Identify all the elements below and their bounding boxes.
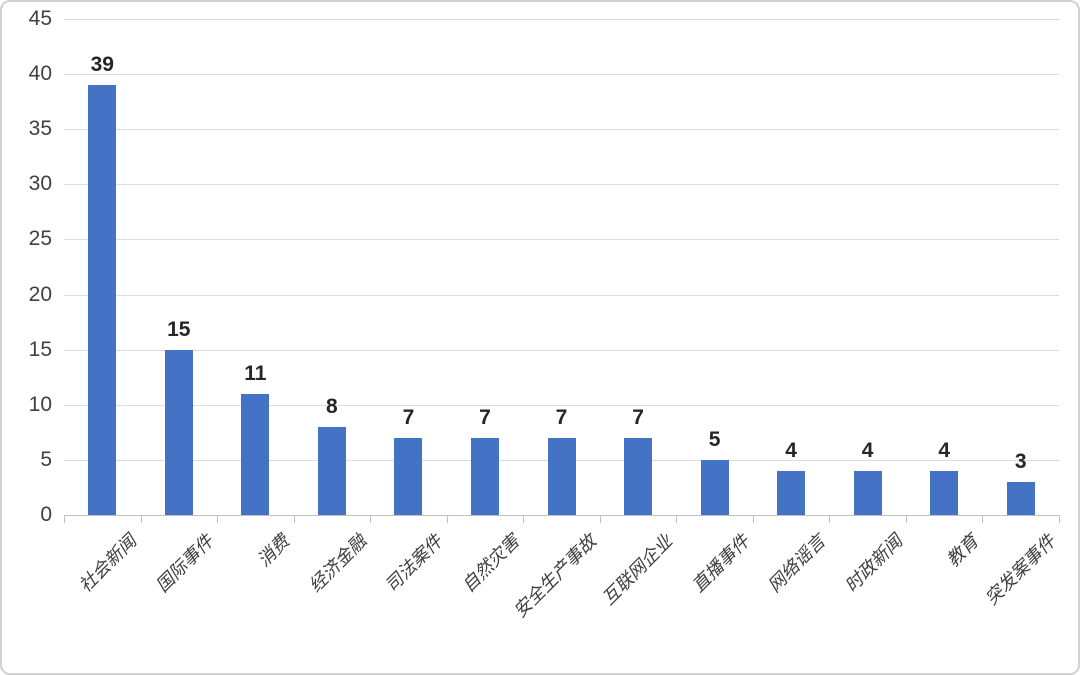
x-axis-tick (217, 515, 219, 523)
x-axis-tick (293, 515, 295, 523)
bar (853, 470, 882, 515)
bar-value-label: 5 (708, 427, 721, 451)
x-axis-category-label: 消费 (253, 531, 295, 572)
x-axis-category-label: 自然灾害 (458, 531, 524, 597)
bar (317, 426, 346, 515)
bar-value-label: 7 (402, 405, 415, 429)
y-axis-tick-label: 35 (28, 117, 52, 141)
x-axis-tick (446, 515, 448, 523)
y-axis-tick-label: 40 (28, 62, 52, 86)
gridline (64, 239, 1059, 241)
bar (394, 437, 423, 515)
bar-value-label: 8 (326, 394, 338, 418)
bar (700, 459, 729, 515)
x-axis-category-label: 时政新闻 (840, 531, 907, 597)
x-axis-tick (599, 515, 601, 523)
x-axis-category-label: 教育 (942, 531, 984, 572)
x-axis-tick (523, 515, 525, 523)
x-axis-tick (982, 515, 984, 523)
bar (777, 470, 806, 515)
y-axis-tick-label: 45 (28, 7, 52, 30)
y-axis-tick-label: 15 (28, 337, 52, 361)
bar (88, 85, 117, 515)
y-axis-tick-label: 0 (40, 503, 52, 526)
y-axis-tick-label: 10 (28, 392, 52, 416)
gridline (64, 349, 1059, 351)
gridline (64, 74, 1059, 76)
x-axis-category-label: 国际事件 (151, 531, 218, 597)
x-axis-tick (140, 515, 142, 523)
gridline (64, 19, 1059, 20)
gridline (64, 294, 1059, 296)
bar-value-label: 3 (1014, 449, 1027, 473)
bar-value-label: 4 (785, 438, 797, 462)
x-axis-tick (370, 515, 372, 523)
bar (1006, 481, 1035, 515)
x-axis-tick (1059, 515, 1060, 523)
bar-value-label: 39 (90, 53, 114, 77)
x-axis-category-label: 司法案件 (381, 531, 448, 597)
x-axis-category-label: 安全生产事故 (509, 531, 601, 623)
gridline (64, 184, 1059, 186)
bar-value-label: 7 (632, 405, 644, 429)
bar-value-label: 4 (938, 438, 951, 462)
bar-value-label: 15 (167, 317, 191, 341)
x-axis-tick (676, 515, 678, 523)
x-axis-category-label: 社会新闻 (75, 531, 142, 597)
x-axis-category-label: 互联网企业 (598, 531, 677, 610)
bar (164, 349, 193, 515)
y-axis-tick-label: 20 (28, 282, 52, 306)
bar-value-label: 11 (244, 361, 267, 385)
bar (930, 470, 959, 515)
x-axis-tick (905, 515, 907, 523)
bar-value-label: 4 (861, 438, 874, 462)
bar (470, 437, 499, 515)
x-axis-category-label: 直播事件 (687, 531, 754, 597)
x-axis-tick (64, 515, 65, 523)
bar (547, 437, 576, 515)
bar-value-label: 7 (555, 405, 568, 429)
x-axis-category-label: 突发案事件 (981, 531, 1060, 610)
x-axis-line (64, 515, 1059, 516)
x-axis-category-label: 经济金融 (304, 531, 371, 597)
bar (624, 437, 653, 515)
y-axis-tick-label: 5 (40, 447, 52, 471)
x-axis-category-label: 网络谣言 (764, 531, 830, 597)
y-axis-tick-label: 30 (28, 172, 52, 196)
y-axis-tick-label: 25 (28, 227, 52, 251)
x-axis-tick (829, 515, 831, 523)
bar-value-label: 7 (479, 405, 491, 429)
gridline (64, 404, 1059, 406)
gridline (64, 129, 1059, 131)
bar (241, 393, 270, 515)
x-axis-tick (752, 515, 754, 523)
